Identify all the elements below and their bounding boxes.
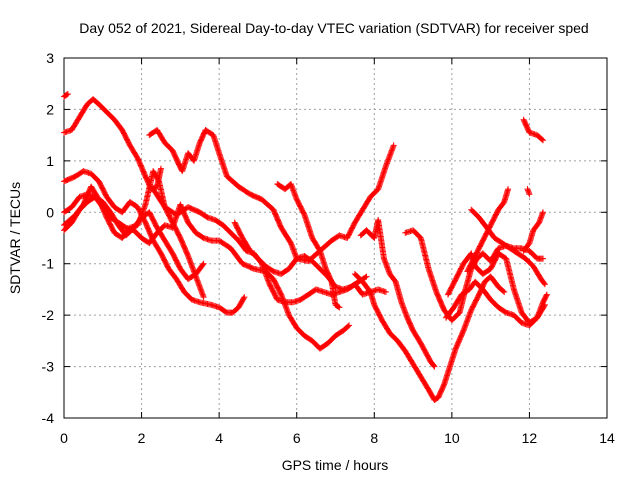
data-point: [241, 294, 248, 301]
data-point: [240, 295, 247, 302]
series-11: [357, 217, 438, 370]
series-17: [464, 186, 512, 275]
data-point: [505, 186, 512, 193]
series-7: [61, 168, 207, 301]
series-18: [520, 116, 547, 144]
series-19: [520, 209, 547, 254]
series-2: [61, 96, 164, 193]
x-tick-label: 10: [444, 430, 460, 446]
data-point: [541, 303, 548, 310]
data-point: [526, 191, 533, 198]
data-point: [346, 322, 353, 329]
series-20: [524, 186, 533, 198]
series-10: [274, 181, 343, 311]
data-point: [200, 294, 207, 301]
data-point: [328, 277, 335, 284]
series-3: [146, 127, 397, 265]
data-point: [199, 261, 206, 268]
series-1: [61, 91, 71, 100]
plot-frame: [63, 57, 608, 419]
series-16: [443, 278, 548, 329]
data-point: [543, 292, 550, 299]
data-point: [541, 280, 548, 287]
data-point: [541, 301, 548, 308]
data-point: [541, 281, 548, 288]
data-point: [540, 137, 547, 144]
data-point: [336, 304, 343, 311]
x-tick-label: 6: [293, 430, 301, 446]
data-point: [501, 289, 508, 295]
data-point: [390, 142, 397, 149]
y-tick-label: 3: [46, 50, 54, 66]
y-tick-label: 1: [46, 153, 54, 169]
x-axis-label: GPS time / hours: [282, 457, 389, 473]
data-points: [61, 91, 550, 403]
y-tick-label: -1: [42, 256, 55, 272]
y-tick-label: 2: [46, 101, 54, 117]
y-tick-label: -4: [42, 410, 55, 426]
data-point: [335, 303, 342, 310]
y-tick-label: 0: [46, 204, 54, 220]
y-axis-label: SDTVAR / TECUs: [7, 182, 23, 294]
chart-title: Day 052 of 2021, Sidereal Day-to-day VTE…: [79, 20, 588, 36]
data-point: [157, 165, 164, 172]
data-point: [543, 291, 550, 298]
x-tick-label: 2: [138, 430, 146, 446]
data-point: [345, 323, 352, 330]
data-point: [500, 288, 507, 295]
x-tick-label: 14: [599, 430, 615, 446]
x-tick-label: 8: [370, 430, 378, 446]
data-point: [540, 209, 547, 216]
x-tick-label: 4: [215, 430, 223, 446]
y-tick-label: -2: [42, 307, 55, 323]
x-tick-label: 0: [60, 430, 68, 446]
data-point: [63, 91, 70, 98]
data-point: [539, 136, 546, 143]
data-point: [200, 260, 207, 267]
data-point: [363, 273, 370, 280]
x-tick-label: 12: [522, 430, 538, 446]
data-point: [64, 91, 71, 97]
series-12: [351, 271, 508, 403]
data-point: [382, 289, 389, 295]
data-point: [431, 363, 438, 370]
y-tick-label: -3: [42, 359, 55, 375]
data-point: [430, 362, 437, 369]
data-point: [540, 255, 547, 262]
data-point: [362, 274, 369, 281]
